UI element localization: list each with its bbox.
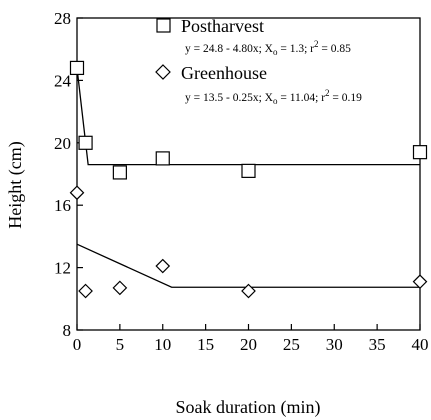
fit-lines — [76, 67, 420, 288]
y-tick-label: 20 — [54, 134, 71, 153]
marker-postharvest — [412, 145, 428, 160]
y-axis-label: Height (cm) — [5, 141, 26, 228]
y-tick-label: 24 — [54, 71, 72, 90]
x-tick-label: 10 — [154, 335, 171, 354]
marker-postharvest — [155, 151, 170, 166]
marker-postharvest — [112, 165, 127, 180]
x-tick-label: 0 — [73, 335, 82, 354]
y-tick-label: 12 — [54, 259, 71, 278]
data-markers — [69, 60, 428, 299]
x-tick-label: 20 — [240, 335, 257, 354]
marker-greenhouse — [241, 283, 256, 299]
y-tick-label: 16 — [54, 196, 71, 215]
y-tick-label: 8 — [63, 321, 72, 340]
tick-labels: 0 5 10 15 20 25 30 35 40 8 12 16 20 24 28 — [54, 9, 429, 354]
x-tick-label: 35 — [369, 335, 386, 354]
marker-greenhouse — [78, 283, 93, 299]
x-tick-label: 30 — [326, 335, 343, 354]
marker-greenhouse — [412, 274, 428, 289]
marker-greenhouse — [112, 280, 128, 296]
legend-label-greenhouse: Greenhouse — [181, 63, 267, 83]
fit-line-greenhouse — [76, 243, 420, 288]
y-tick-label: 28 — [54, 9, 71, 28]
marker-postharvest — [78, 135, 93, 150]
fit-line-postharvest — [76, 67, 420, 166]
x-tick-label: 25 — [283, 335, 300, 354]
x-axis-label: Soak duration (min) — [176, 397, 321, 418]
legend-marker-postharvest — [156, 18, 171, 33]
marker-greenhouse — [155, 258, 171, 274]
marker-postharvest — [241, 163, 256, 178]
legend: Postharvest y = 24.8 - 4.80x; Xo = 1.3; … — [155, 16, 362, 106]
x-tick-label: 5 — [116, 335, 125, 354]
legend-equation-greenhouse: y = 13.5 - 0.25x; Xo = 11.04; r2 = 0.19 — [185, 88, 362, 106]
legend-label-postharvest: Postharvest — [181, 16, 264, 36]
x-tick-label: 15 — [197, 335, 214, 354]
marker-postharvest — [69, 60, 85, 76]
x-tick-label: 40 — [412, 335, 429, 354]
marker-greenhouse — [69, 185, 85, 201]
legend-marker-greenhouse — [155, 64, 171, 80]
legend-equation-postharvest: y = 24.8 - 4.80x; Xo = 1.3; r2 = 0.85 — [185, 39, 351, 57]
